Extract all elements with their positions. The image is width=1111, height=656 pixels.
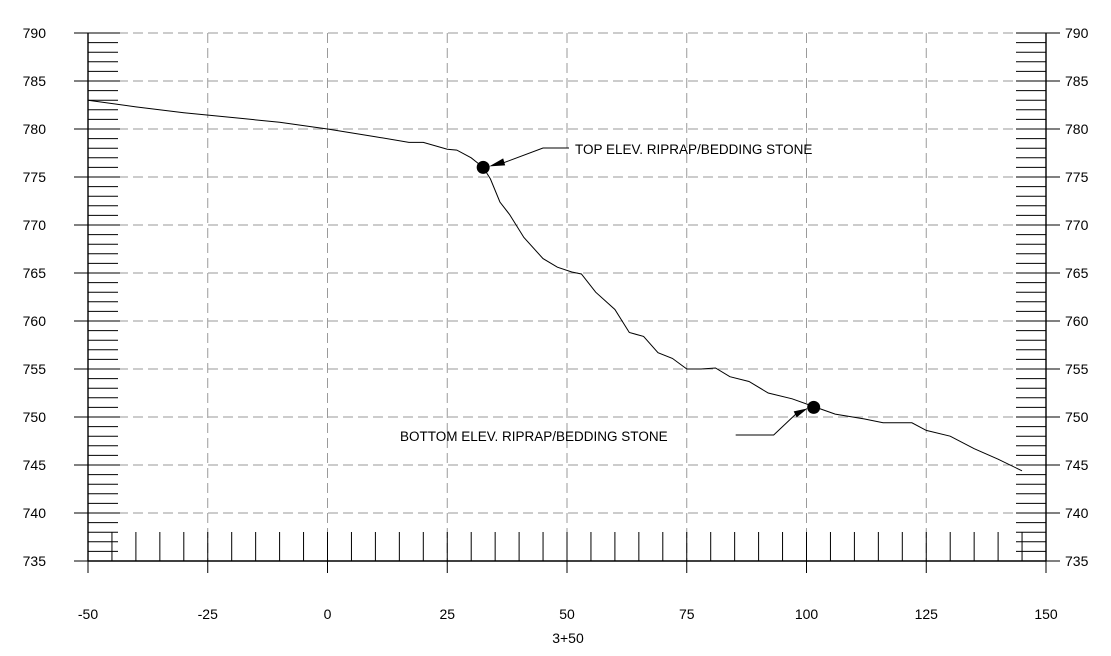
y-tick-label-right: 775 bbox=[1065, 169, 1089, 185]
grid bbox=[88, 32, 1046, 561]
y-tick-label-right: 745 bbox=[1065, 457, 1089, 473]
y-tick-label-right: 755 bbox=[1065, 361, 1089, 377]
y-tick-label-right: 765 bbox=[1065, 265, 1089, 281]
x-tick-label: -25 bbox=[198, 606, 218, 622]
top-leader-arrowhead bbox=[489, 158, 506, 167]
y-tick-label-left: 755 bbox=[23, 361, 47, 377]
y-tick-label-left: 765 bbox=[23, 265, 47, 281]
ticks bbox=[74, 32, 1060, 573]
annotations: TOP ELEV. RIPRAP/BEDDING STONE BOTTOM ELE… bbox=[400, 142, 821, 444]
y-tick-label-left: 770 bbox=[23, 217, 47, 233]
y-tick-label-left: 790 bbox=[23, 25, 47, 41]
y-tick-label-left: 745 bbox=[23, 457, 47, 473]
ground-profile-line bbox=[87, 99, 1023, 472]
elevation-marker bbox=[807, 400, 821, 414]
bottom-leader-line bbox=[735, 411, 800, 436]
y-tick-label-left: 775 bbox=[23, 169, 47, 185]
x-tick-label: 50 bbox=[559, 606, 575, 622]
y-tick-label-left: 785 bbox=[23, 73, 47, 89]
top-annotation-label: TOP ELEV. RIPRAP/BEDDING STONE bbox=[575, 142, 812, 157]
elevation-marker bbox=[476, 160, 490, 174]
y-tick-label-right: 770 bbox=[1065, 217, 1089, 233]
x-tick-label: 150 bbox=[1034, 606, 1058, 622]
series bbox=[87, 99, 1023, 472]
y-tick-label-left: 740 bbox=[23, 505, 47, 521]
top-leader-line bbox=[498, 147, 569, 165]
y-tick-label-right: 760 bbox=[1065, 313, 1089, 329]
x-tick-label: 75 bbox=[679, 606, 695, 622]
y-tick-label-right: 790 bbox=[1065, 25, 1089, 41]
x-tick-label: -50 bbox=[78, 606, 98, 622]
x-tick-label: 0 bbox=[324, 606, 332, 622]
y-tick-label-right: 740 bbox=[1065, 505, 1089, 521]
y-tick-label-right: 785 bbox=[1065, 73, 1089, 89]
y-tick-label-right: 780 bbox=[1065, 121, 1089, 137]
x-tick-label: 125 bbox=[915, 606, 939, 622]
x-tick-label: 100 bbox=[795, 606, 819, 622]
x-tick-label: 25 bbox=[439, 606, 455, 622]
x-axis-label: 3+50 bbox=[552, 630, 584, 646]
y-tick-label-left: 750 bbox=[23, 409, 47, 425]
y-tick-label-left: 735 bbox=[23, 553, 47, 569]
y-tick-label-left: 780 bbox=[23, 121, 47, 137]
bottom-annotation-label: BOTTOM ELEV. RIPRAP/BEDDING STONE bbox=[400, 429, 668, 444]
y-tick-label-right: 750 bbox=[1065, 409, 1089, 425]
y-tick-label-right: 735 bbox=[1065, 553, 1089, 569]
bottom-leader-arrowhead bbox=[793, 408, 808, 418]
y-tick-label-left: 760 bbox=[23, 313, 47, 329]
